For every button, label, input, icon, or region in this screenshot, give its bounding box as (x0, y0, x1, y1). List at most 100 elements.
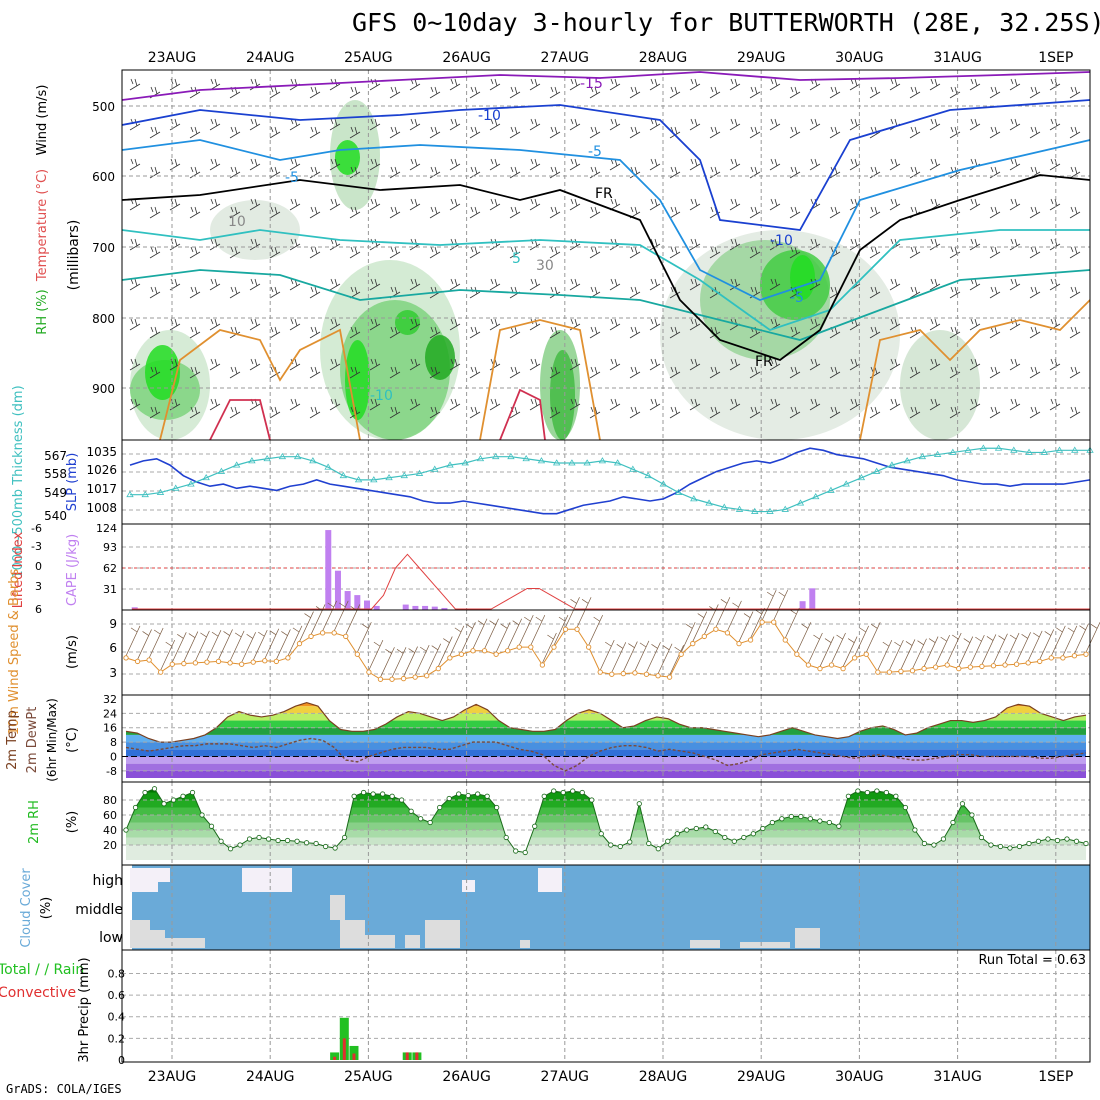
wind-barb (1049, 158, 1061, 171)
thickness-marker (507, 452, 515, 460)
thickness-marker (172, 484, 180, 491)
wind-barb (1069, 286, 1081, 299)
wind-speed-marker (285, 655, 291, 661)
wind-barb (509, 126, 521, 139)
wind-speed-marker (643, 671, 650, 677)
rh-marker (170, 797, 177, 803)
wind-barb-10m (634, 640, 650, 672)
wind-barb (949, 246, 961, 259)
slp-tick-label: 1017 (86, 482, 117, 496)
wind-barb (609, 358, 621, 371)
wind-speed-marker (701, 633, 707, 640)
wind-speed-marker (840, 665, 846, 672)
wind-barb (989, 366, 1001, 379)
rh-band (126, 837, 1086, 845)
wind-barb (129, 358, 141, 371)
wind-barb (509, 166, 521, 179)
temp-tick-label: 24 (103, 707, 117, 720)
wind-barb-10m (784, 607, 800, 639)
thickness-marker (613, 459, 622, 466)
cloud-area (462, 880, 475, 892)
contour-label: -5 (285, 170, 299, 186)
thickness-marker (187, 480, 195, 487)
wind-barb (469, 166, 481, 179)
wind-barb (529, 198, 541, 211)
wind-barb (489, 318, 501, 331)
thickness-marker (979, 444, 988, 451)
wind-speed-marker (250, 659, 256, 665)
thickness-tick-label: 567 (44, 449, 67, 463)
wind-speed-marker (319, 630, 326, 636)
rh-marker (132, 804, 139, 811)
wind-barb (789, 406, 801, 419)
rh-marker (389, 793, 395, 799)
wind-speed-marker (262, 658, 268, 664)
thickness-marker (552, 459, 561, 466)
wind-barb (189, 406, 201, 419)
wind-barb (129, 118, 141, 131)
thickness-marker (994, 444, 1003, 451)
thickness-marker (735, 505, 744, 512)
wind-barb (769, 118, 781, 131)
wind-barb (869, 406, 881, 419)
wind-barb (969, 78, 981, 91)
wind-barb-10m (449, 625, 465, 657)
wind-barb (789, 166, 801, 179)
bottom-date-label: 1SEP (1038, 1069, 1073, 1085)
rh-shading (550, 350, 575, 440)
dewpt-axis-label: 2m DewPt (25, 707, 40, 774)
wind-barb (769, 198, 781, 211)
wind-barb (949, 86, 961, 99)
wind-barb (189, 126, 201, 139)
wind-barb (549, 366, 561, 379)
cape-bar (809, 588, 816, 610)
panel-frame-precip (121, 949, 1091, 1063)
rh-tick-label: 80 (103, 794, 117, 807)
wind-barb (369, 318, 381, 331)
wind-speed-marker (609, 671, 615, 677)
wind-speed-marker (493, 651, 499, 657)
rh-marker (399, 797, 405, 803)
wind-barb (769, 278, 781, 291)
li-tick-label: -6 (31, 522, 42, 535)
wind-barb (129, 278, 141, 291)
wind-barb (569, 318, 581, 331)
wind-barb-10m (461, 622, 476, 653)
wind-barb (429, 166, 441, 179)
wind-barb-10m (935, 634, 950, 666)
wind-barb (289, 158, 301, 171)
wind-barb-10m (588, 614, 603, 646)
thickness-marker (598, 457, 607, 464)
wind-barb (929, 78, 941, 91)
wind-speed-marker (990, 663, 997, 669)
wind-speed-marker (828, 662, 835, 668)
wind-barb (309, 366, 321, 379)
rh-marker (598, 831, 604, 837)
wind-barb (1049, 278, 1061, 291)
wind-barb-10m (796, 622, 812, 653)
wind-speed-marker (435, 665, 441, 672)
wind-barb (609, 398, 621, 411)
wind-barb (169, 198, 181, 211)
wind-barb (749, 366, 761, 379)
top-date-label: 30AUG (835, 50, 884, 66)
wind-speed-marker (377, 676, 384, 682)
wind-barb (189, 326, 201, 339)
wind-barb (929, 238, 941, 251)
thickness-marker (674, 488, 683, 495)
wind-barb (469, 366, 481, 379)
contour-label: FR (595, 186, 613, 202)
wind-barb (889, 358, 901, 371)
wind-speed-marker (632, 670, 638, 676)
wind-barb (229, 286, 241, 299)
wind-barb (669, 366, 681, 379)
rh-marker (522, 849, 528, 856)
wind-barb-10m (507, 618, 523, 649)
run-total-label: Run Total = 0.63 (978, 953, 1086, 968)
wind-barb (849, 118, 861, 131)
wind-speed-marker (412, 674, 418, 680)
rh-tick-label: 40 (103, 824, 117, 837)
wind-barb (209, 358, 221, 371)
wind-barb (329, 358, 341, 371)
wind-barb (649, 398, 661, 411)
